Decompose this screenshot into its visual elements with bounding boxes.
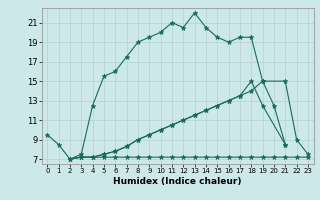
X-axis label: Humidex (Indice chaleur): Humidex (Indice chaleur) bbox=[113, 177, 242, 186]
